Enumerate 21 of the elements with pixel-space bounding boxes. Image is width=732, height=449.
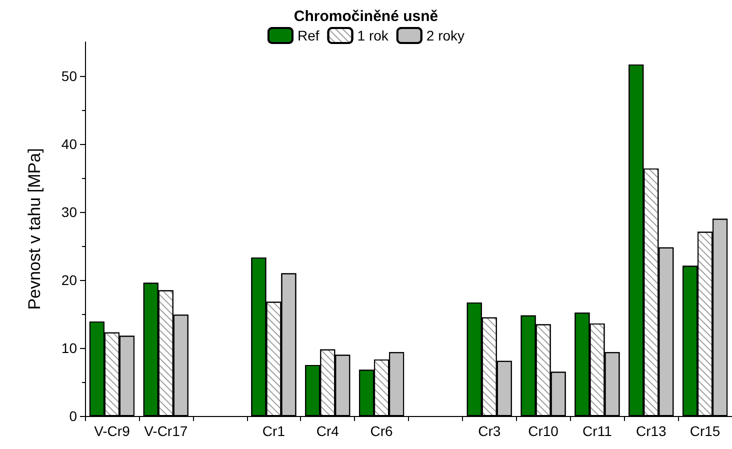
y-tick-label: 30 — [61, 204, 78, 220]
x-tick-label: Cr13 — [636, 423, 667, 439]
y-tick-label: 0 — [69, 408, 78, 424]
y-tick-label: 40 — [61, 136, 78, 152]
legend-label: Ref — [297, 28, 320, 44]
y-tick-label: 20 — [61, 272, 78, 288]
x-tick-label: Cr4 — [316, 423, 340, 439]
y-tick-label: 10 — [61, 340, 78, 356]
y-tick-label: 50 — [61, 68, 78, 84]
x-tick-label: Cr6 — [370, 423, 394, 439]
chart-title: Chromočiněné usně — [294, 8, 438, 25]
y-axis-title: Pevnost v tahu [MPa] — [25, 148, 44, 310]
x-tick-label: Cr15 — [690, 423, 720, 439]
legend-label: 2 roky — [426, 28, 465, 44]
x-tick-label: Cr1 — [262, 423, 286, 439]
x-tick-label: Cr11 — [582, 423, 612, 439]
legend-label: 1 rok — [357, 28, 390, 44]
x-tick-label: V-Cr17 — [144, 423, 188, 439]
x-tick-label: Cr3 — [478, 423, 501, 439]
x-tick-label: V-Cr9 — [94, 423, 130, 439]
x-tick-label: Cr10 — [528, 423, 559, 439]
